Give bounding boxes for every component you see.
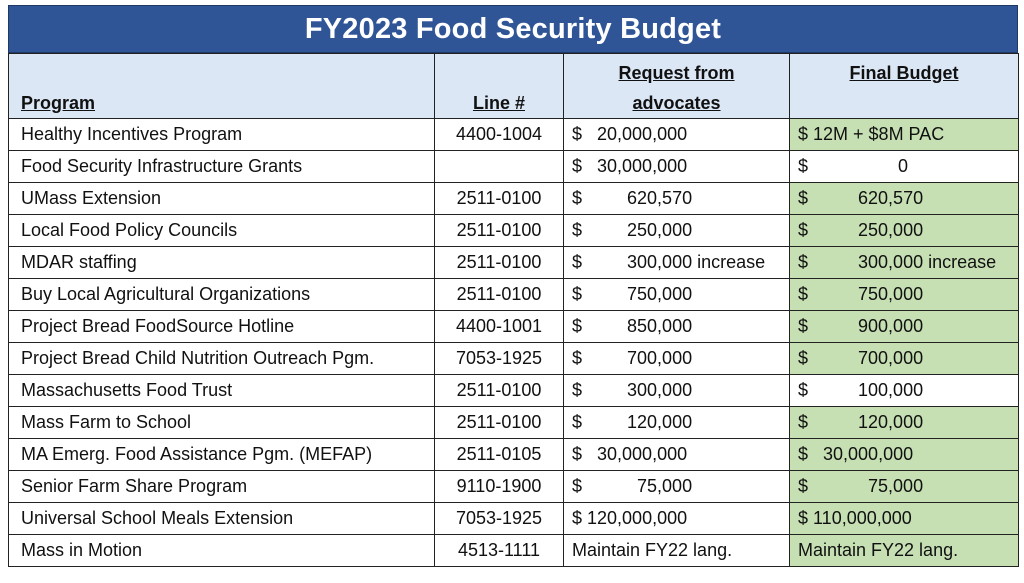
budget-table: Program Line # Request from advocates Fi… <box>8 53 1019 567</box>
program-cell: UMass Extension <box>8 182 435 215</box>
line-number-cell: 4400-1004 <box>434 118 564 151</box>
program-cell: Food Security Infrastructure Grants <box>8 150 435 183</box>
header-request: Request from advocates <box>563 53 790 119</box>
line-number-cell: 9110-1900 <box>434 470 564 503</box>
table-row: Mass in Motion 4513-1111 Maintain FY22 lan… <box>8 534 1019 567</box>
line-number-cell: 2511-0100 <box>434 406 564 439</box>
line-number-cell <box>434 150 564 183</box>
table-row: Buy Local Agricultural Organizations 2511… <box>8 278 1019 311</box>
program-cell: Project Bread FoodSource Hotline <box>8 310 435 343</box>
table-row: Food Security Infrastructure Grants $ 30,… <box>8 150 1019 183</box>
request-cell: $ 20,000,000 <box>563 118 790 151</box>
table-body: Healthy Incentives Program 4400-1004 $ 20,… <box>8 118 1019 567</box>
final-budget-cell: $ 100,000 <box>789 374 1019 407</box>
final-budget-cell: $ 700,000 <box>789 342 1019 375</box>
program-cell: Mass in Motion <box>8 534 435 567</box>
table-row: Project Bread Child Nutrition Outreach P… <box>8 342 1019 375</box>
request-cell: $ 750,000 <box>563 278 790 311</box>
final-budget-cell: $ 750,000 <box>789 278 1019 311</box>
request-cell: $ 300,000 increase <box>563 246 790 279</box>
table-row: Local Food Policy Councils 2511-0100 $ 250… <box>8 214 1019 247</box>
program-cell: Project Bread Child Nutrition Outreach P… <box>8 342 435 375</box>
table-row: MDAR staffing 2511-0100 $ 300,000 increase… <box>8 246 1019 279</box>
request-cell: $ 75,000 <box>563 470 790 503</box>
program-cell: MDAR staffing <box>8 246 435 279</box>
program-cell: Massachusetts Food Trust <box>8 374 435 407</box>
header-line: Line # <box>434 53 564 119</box>
table-row: Mass Farm to School 2511-0100 $ 120,000 $ 1… <box>8 406 1019 439</box>
table-row: Project Bread FoodSource Hotline 4400-100… <box>8 310 1019 343</box>
line-number-cell: 2511-0105 <box>434 438 564 471</box>
line-number-cell: 4513-1111 <box>434 534 564 567</box>
table-row: Healthy Incentives Program 4400-1004 $ 20,… <box>8 118 1019 151</box>
program-cell: Buy Local Agricultural Organizations <box>8 278 435 311</box>
program-cell: MA Emerg. Food Assistance Pgm. (MEFAP) <box>8 438 435 471</box>
request-cell: $ 250,000 <box>563 214 790 247</box>
final-budget-cell: $ 12M + $8M PAC <box>789 118 1019 151</box>
final-budget-cell: Maintain FY22 lang. <box>789 534 1019 567</box>
table-row: MA Emerg. Food Assistance Pgm. (MEFAP) 25… <box>8 438 1019 471</box>
program-cell: Local Food Policy Councils <box>8 214 435 247</box>
final-budget-cell: $ 620,570 <box>789 182 1019 215</box>
final-budget-cell: $ 0 <box>789 150 1019 183</box>
table-title: FY2023 Food Security Budget <box>8 5 1018 53</box>
request-cell: $ 850,000 <box>563 310 790 343</box>
final-budget-cell: $ 250,000 <box>789 214 1019 247</box>
program-cell: Healthy Incentives Program <box>8 118 435 151</box>
final-budget-cell: $ 75,000 <box>789 470 1019 503</box>
program-cell: Universal School Meals Extension <box>8 502 435 535</box>
line-number-cell: 2511-0100 <box>434 214 564 247</box>
final-budget-cell: $ 120,000 <box>789 406 1019 439</box>
request-cell: $ 620,570 <box>563 182 790 215</box>
request-cell: $ 120,000,000 <box>563 502 790 535</box>
table-row: Massachusetts Food Trust 2511-0100 $ 300,0… <box>8 374 1019 407</box>
program-cell: Mass Farm to School <box>8 406 435 439</box>
request-cell: $ 30,000,000 <box>563 150 790 183</box>
line-number-cell: 4400-1001 <box>434 310 564 343</box>
program-cell: Senior Farm Share Program <box>8 470 435 503</box>
line-number-cell: 2511-0100 <box>434 246 564 279</box>
line-number-cell: 7053-1925 <box>434 502 564 535</box>
header-program: Program <box>8 53 435 119</box>
header-final: Final Budget <box>789 53 1019 119</box>
request-cell: Maintain FY22 lang. <box>563 534 790 567</box>
request-cell: $ 30,000,000 <box>563 438 790 471</box>
table-row: Senior Farm Share Program 9110-1900 $ 75,0… <box>8 470 1019 503</box>
table-row: Universal School Meals Extension 7053-192… <box>8 502 1019 535</box>
request-cell: $ 300,000 <box>563 374 790 407</box>
final-budget-cell: $ 110,000,000 <box>789 502 1019 535</box>
budget-document: FY2023 Food Security Budget Program Line… <box>8 5 1019 567</box>
header-row: Program Line # Request from advocates Fi… <box>8 53 1019 119</box>
final-budget-cell: $ 900,000 <box>789 310 1019 343</box>
request-cell: $ 700,000 <box>563 342 790 375</box>
final-budget-cell: $ 300,000 increase <box>789 246 1019 279</box>
table-row: UMass Extension 2511-0100 $ 620,570 $ 620,5… <box>8 182 1019 215</box>
line-number-cell: 2511-0100 <box>434 374 564 407</box>
line-number-cell: 7053-1925 <box>434 342 564 375</box>
final-budget-cell: $ 30,000,000 <box>789 438 1019 471</box>
request-cell: $ 120,000 <box>563 406 790 439</box>
line-number-cell: 2511-0100 <box>434 182 564 215</box>
line-number-cell: 2511-0100 <box>434 278 564 311</box>
